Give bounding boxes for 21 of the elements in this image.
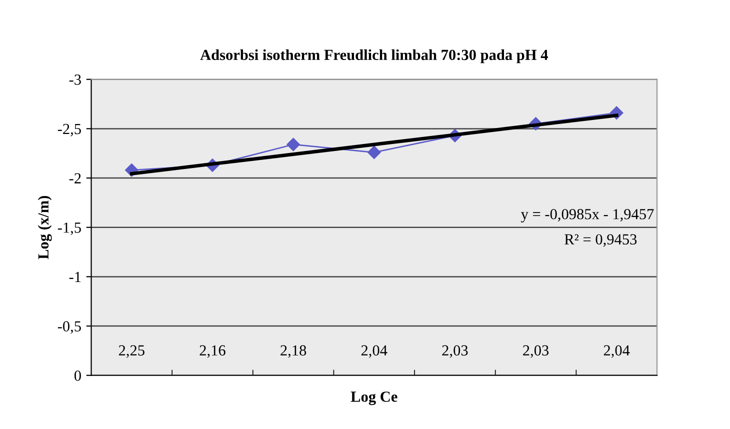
- point: [286, 138, 300, 152]
- x-tick-label: 2,04: [361, 345, 388, 358]
- y-tick-label: -2: [69, 173, 81, 184]
- annotation: R² = 0,9453: [564, 234, 637, 247]
- y-tick-label: -1,5: [58, 222, 81, 236]
- x-tick-label: 2,16: [200, 345, 226, 358]
- point: [368, 146, 381, 159]
- y-tick-label: -3: [69, 74, 81, 85]
- y-tick-label: -2,5: [58, 124, 81, 136]
- y-tick-label: 0: [74, 370, 81, 381]
- y-tick-label: -0,5: [58, 321, 81, 334]
- x-tick-label: 2,25: [118, 345, 144, 358]
- y-tick-label: -1: [69, 272, 81, 282]
- x-tick-label: 2,03: [442, 345, 468, 358]
- x-axis-title: Log Ce: [350, 392, 398, 406]
- x-tick-label: 2,03: [523, 345, 549, 358]
- chart-title: Adsorbsi isotherm Freudlich limbah 70:30 pada pH 4: [200, 49, 548, 64]
- x-tick-label: 2,04: [604, 345, 630, 358]
- annotation: y = -0,0985x - 1,9457: [520, 209, 654, 222]
- y-axis-title: Log (x/m): [38, 196, 52, 260]
- x-tick-label: 2,18: [280, 345, 306, 358]
